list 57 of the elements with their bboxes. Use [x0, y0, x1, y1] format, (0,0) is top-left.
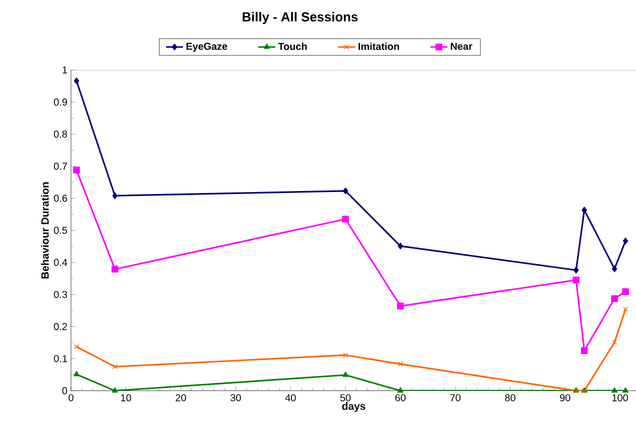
point — [112, 364, 118, 370]
point — [397, 387, 404, 393]
x-tick-label: 90 — [560, 394, 570, 402]
y-tick-label: 0 — [62, 387, 68, 394]
point — [342, 352, 348, 358]
x-tick-label: 20 — [176, 394, 186, 402]
x-tick-label: 60 — [395, 394, 406, 402]
chart-title: Billy - All Sessions — [242, 12, 358, 24]
point — [611, 295, 618, 302]
point — [622, 238, 628, 244]
y-axis-title: Behaviour Duration — [41, 182, 49, 278]
y-tick-label: 1 — [62, 66, 67, 74]
y-tick-label: 0.2 — [54, 323, 67, 330]
point — [580, 347, 588, 354]
point — [74, 344, 80, 350]
x-tick-label: 0 — [68, 394, 74, 402]
y-tick-label: 0.3 — [54, 290, 68, 298]
y-tick-label: 0.1 — [54, 355, 67, 362]
point — [582, 206, 587, 214]
y-tick-label: 0.5 — [54, 226, 68, 234]
point — [342, 216, 349, 223]
x-tick-label: 80 — [505, 394, 516, 402]
legend-label: EyeGaze — [186, 42, 228, 52]
legend-label: Near — [450, 42, 472, 50]
point — [612, 265, 618, 272]
legend-label: Imitation — [358, 42, 399, 50]
point — [112, 266, 118, 273]
point — [622, 306, 628, 312]
x-axis-title: days — [342, 402, 366, 412]
point — [622, 288, 629, 295]
y-tick-label: 0.8 — [54, 130, 68, 138]
point — [112, 387, 118, 393]
x-tick-label: 40 — [285, 394, 296, 402]
y-tick-label: 0.7 — [54, 162, 67, 170]
x-tick-label: 50 — [340, 394, 351, 402]
point — [612, 340, 618, 345]
point — [73, 166, 80, 174]
point — [74, 370, 80, 376]
point — [398, 242, 404, 250]
point — [398, 362, 403, 367]
point — [74, 78, 80, 84]
x-tick-label: 10 — [121, 394, 132, 402]
point — [112, 192, 118, 200]
legend-label: Touch — [278, 42, 307, 50]
point — [342, 188, 348, 194]
point — [397, 302, 404, 310]
x-tick-label: 100 — [612, 394, 628, 402]
y-tick-label: 0.4 — [54, 258, 68, 266]
point — [612, 387, 618, 393]
x-tick-label: 30 — [230, 394, 241, 402]
y-tick-label: 0.6 — [54, 194, 68, 202]
point — [572, 276, 580, 284]
y-tick-label: 0.9 — [54, 98, 68, 106]
x-tick-label: 70 — [450, 394, 460, 402]
point — [573, 266, 579, 274]
point — [342, 372, 348, 377]
point — [622, 387, 628, 393]
